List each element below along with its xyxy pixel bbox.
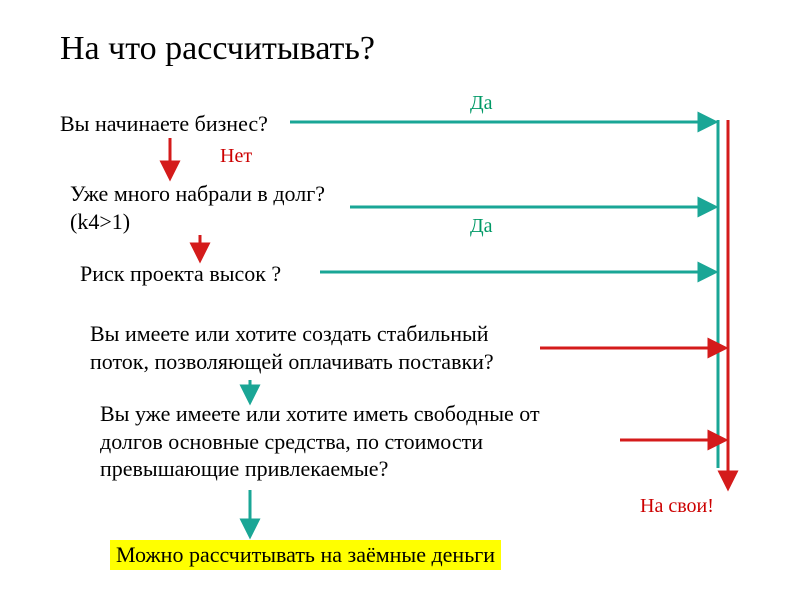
question-5: Вы уже имеете или хотите иметь свободные… [100,400,540,483]
question-5-line3: превышающие привлекаемые? [100,456,388,481]
question-4-line2: поток, позволяющей оплачивать поставки? [90,349,494,374]
question-4-line1: Вы имеете или хотите создать стабильный [90,321,489,346]
question-2-line2: (k4>1) [70,209,130,234]
question-2: Уже много набрали в долг? (k4>1) [70,180,325,235]
label-yes-1: Да [470,92,493,115]
result-box: Можно рассчитывать на заёмные деньги [110,540,501,570]
question-2-line1: Уже много набрали в долг? [70,181,325,206]
flowchart-stage: На что рассчитывать? Вы начинаете бизнес… [0,0,800,600]
question-4: Вы имеете или хотите создать стабильный … [90,320,494,375]
label-yes-2: Да [470,215,493,238]
label-no-1: Нет [220,145,252,168]
label-own: На свои! [640,495,714,518]
question-1: Вы начинаете бизнес? [60,110,268,138]
question-5-line2: долгов основные средства, по стоимости [100,429,483,454]
page-title: На что рассчитывать? [60,30,375,68]
question-5-line1: Вы уже имеете или хотите иметь свободные… [100,401,540,426]
question-3: Риск проекта высок ? [80,260,281,288]
